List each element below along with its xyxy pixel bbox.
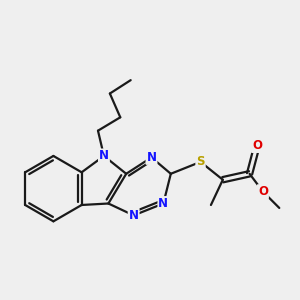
Text: N: N xyxy=(99,149,109,162)
Text: N: N xyxy=(129,209,139,222)
Text: N: N xyxy=(146,151,157,164)
Text: O: O xyxy=(258,185,268,198)
Text: S: S xyxy=(196,155,205,168)
Text: N: N xyxy=(158,197,168,210)
Text: O: O xyxy=(252,139,262,152)
